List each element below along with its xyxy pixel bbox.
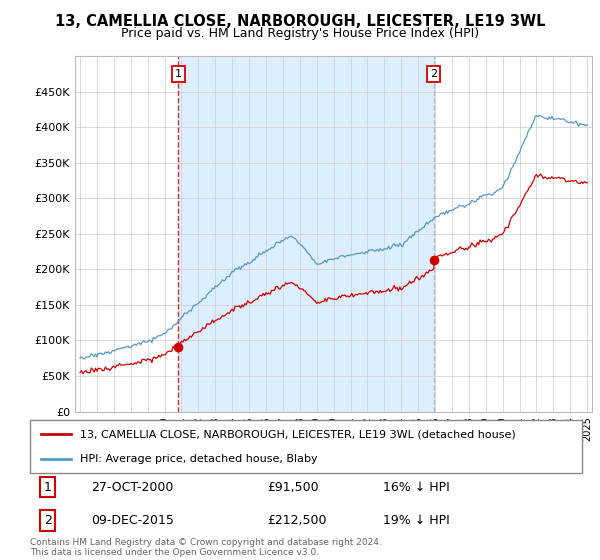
Text: 16% ↓ HPI: 16% ↓ HPI [383,480,450,493]
Text: 19% ↓ HPI: 19% ↓ HPI [383,514,450,527]
Text: 09-DEC-2015: 09-DEC-2015 [91,514,173,527]
Text: 13, CAMELLIA CLOSE, NARBOROUGH, LEICESTER, LE19 3WL (detached house): 13, CAMELLIA CLOSE, NARBOROUGH, LEICESTE… [80,430,515,440]
Text: 1: 1 [44,480,52,493]
Text: £212,500: £212,500 [268,514,327,527]
Bar [178,56,434,412]
Text: Price paid vs. HM Land Registry's House Price Index (HPI): Price paid vs. HM Land Registry's House … [121,27,479,40]
Text: 27-OCT-2000: 27-OCT-2000 [91,480,173,493]
Text: 13, CAMELLIA CLOSE, NARBOROUGH, LEICESTER, LE19 3WL: 13, CAMELLIA CLOSE, NARBOROUGH, LEICESTE… [55,14,545,29]
Text: HPI: Average price, detached house, Blaby: HPI: Average price, detached house, Blab… [80,454,317,464]
Text: £91,500: £91,500 [268,480,319,493]
Text: 2: 2 [44,514,52,527]
Text: Contains HM Land Registry data © Crown copyright and database right 2024.
This d: Contains HM Land Registry data © Crown c… [30,538,382,557]
Text: 2: 2 [430,69,437,79]
Text: 1: 1 [175,69,182,79]
FancyBboxPatch shape [30,420,582,473]
